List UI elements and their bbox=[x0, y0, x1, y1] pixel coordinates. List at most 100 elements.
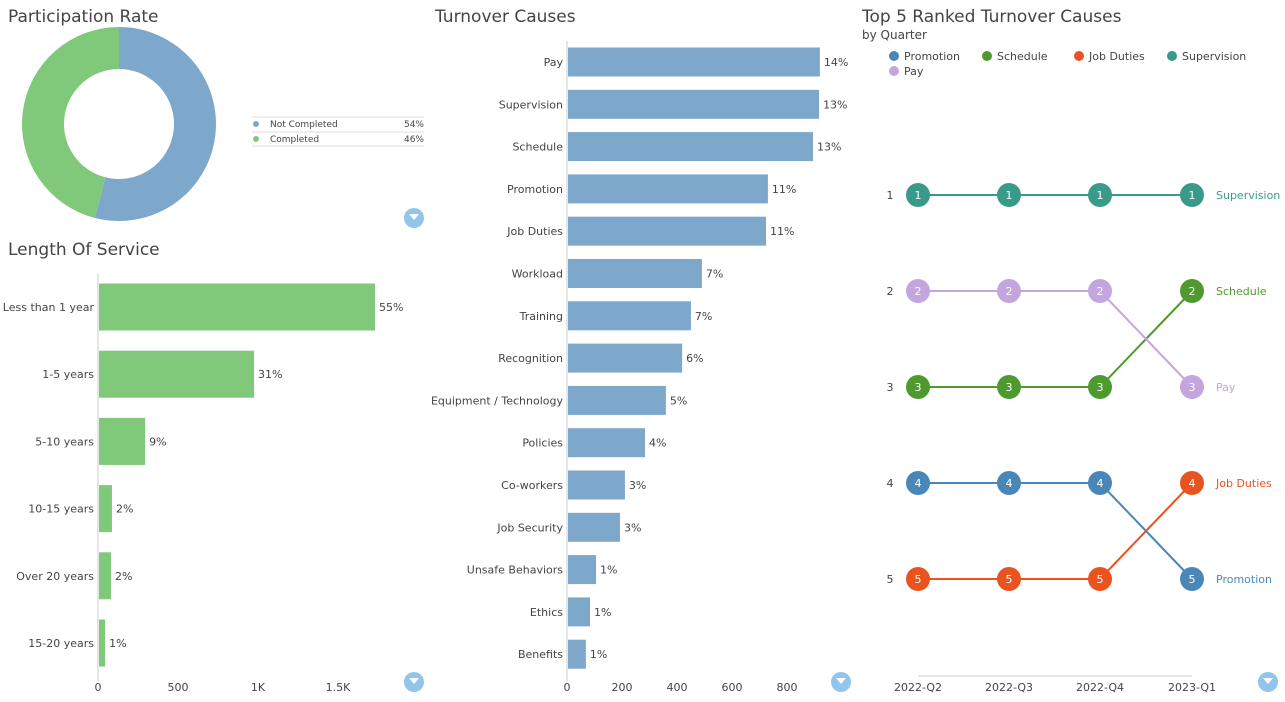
rank-point bbox=[1180, 375, 1204, 399]
point-label: 5 bbox=[1006, 573, 1013, 586]
point-label: 4 bbox=[1097, 477, 1104, 490]
category-label: Benefits bbox=[518, 648, 563, 661]
bar bbox=[99, 552, 111, 600]
data-label: 2% bbox=[116, 503, 133, 516]
category-label: Workload bbox=[512, 268, 563, 281]
data-label: 1% bbox=[594, 606, 611, 619]
data-label: 31% bbox=[258, 368, 282, 381]
end-label: Schedule bbox=[1216, 285, 1267, 298]
point-label: 3 bbox=[1006, 381, 1013, 394]
bar bbox=[568, 428, 645, 458]
rank-point bbox=[1088, 471, 1112, 495]
rank-point bbox=[1088, 183, 1112, 207]
turnover-causes-title: Turnover Causes bbox=[435, 7, 576, 27]
rank-point bbox=[1088, 279, 1112, 303]
legend-label: Promotion bbox=[904, 50, 960, 63]
bar bbox=[568, 470, 625, 500]
series-line bbox=[918, 482, 1193, 580]
category-label: Job Security bbox=[496, 521, 563, 534]
category-label: Policies bbox=[522, 437, 563, 450]
bar bbox=[99, 417, 146, 465]
category-label: 1-5 years bbox=[42, 368, 94, 381]
category-label: Recognition bbox=[498, 352, 563, 365]
rank-point bbox=[997, 471, 1021, 495]
data-label: 7% bbox=[706, 268, 723, 281]
legend-label: Completed bbox=[270, 135, 319, 145]
legend-label: Supervision bbox=[1182, 50, 1246, 63]
rank-label: 2 bbox=[887, 285, 894, 298]
category-label: 5-10 years bbox=[35, 435, 94, 448]
legend-label: Pay bbox=[904, 65, 924, 78]
bar bbox=[568, 132, 814, 162]
rank-label: 1 bbox=[887, 189, 894, 202]
data-label: 3% bbox=[629, 479, 646, 492]
point-label: 1 bbox=[1006, 189, 1013, 202]
bar bbox=[568, 385, 666, 415]
data-label: 4% bbox=[649, 437, 666, 450]
bar bbox=[568, 639, 586, 669]
category-label: Supervision bbox=[499, 98, 563, 111]
tick-label: 800 bbox=[777, 681, 798, 694]
category-label: 15-20 years bbox=[28, 637, 94, 650]
rank-point bbox=[906, 279, 930, 303]
donut-slice bbox=[94, 26, 217, 222]
tick-label: 1K bbox=[251, 681, 266, 694]
legend-label: Schedule bbox=[997, 50, 1048, 63]
legend-marker bbox=[889, 51, 899, 61]
category-label: Job Duties bbox=[506, 225, 563, 238]
bar bbox=[568, 343, 683, 373]
legend-marker bbox=[889, 66, 899, 76]
rank-point bbox=[997, 183, 1021, 207]
point-label: 5 bbox=[915, 573, 922, 586]
rank-point bbox=[997, 567, 1021, 591]
data-label: 1% bbox=[109, 637, 126, 650]
filter-icon[interactable] bbox=[831, 672, 851, 692]
point-label: 5 bbox=[1189, 573, 1196, 586]
bar bbox=[568, 216, 766, 246]
end-label: Job Duties bbox=[1215, 477, 1272, 490]
series-line bbox=[918, 290, 1193, 388]
rank-point bbox=[1180, 279, 1204, 303]
length-of-service-title: Length Of Service bbox=[8, 240, 160, 260]
point-label: 3 bbox=[915, 381, 922, 394]
point-label: 1 bbox=[1189, 189, 1196, 202]
ranked-title: Top 5 Ranked Turnover Causes bbox=[862, 7, 1122, 27]
category-label: Equipment / Technology bbox=[431, 394, 564, 407]
tick-label: 2023-Q1 bbox=[1168, 681, 1216, 694]
category-label: Promotion bbox=[507, 183, 563, 196]
tick-label: 500 bbox=[168, 681, 189, 694]
data-label: 1% bbox=[590, 648, 607, 661]
end-label: Pay bbox=[1216, 381, 1236, 394]
bar bbox=[99, 283, 375, 331]
filter-icon[interactable] bbox=[404, 672, 424, 692]
tick-label: 2022-Q3 bbox=[985, 681, 1033, 694]
rank-point bbox=[1180, 567, 1204, 591]
category-label: Co-workers bbox=[501, 479, 563, 492]
bar bbox=[568, 89, 820, 119]
category-label: Unsafe Behaviors bbox=[467, 564, 563, 577]
point-label: 2 bbox=[1006, 285, 1013, 298]
tick-label: 400 bbox=[667, 681, 688, 694]
filter-icon[interactable] bbox=[1258, 672, 1278, 692]
series-line bbox=[918, 482, 1193, 580]
category-label: Schedule bbox=[512, 141, 563, 154]
bar bbox=[568, 47, 820, 77]
legend-label: Job Duties bbox=[1088, 50, 1145, 63]
legend-value: 54% bbox=[404, 120, 424, 130]
data-label: 9% bbox=[149, 435, 166, 448]
point-label: 2 bbox=[1097, 285, 1104, 298]
data-label: 55% bbox=[379, 301, 403, 314]
point-label: 5 bbox=[1097, 573, 1104, 586]
point-label: 1 bbox=[915, 189, 922, 202]
data-label: 14% bbox=[824, 56, 848, 69]
data-label: 7% bbox=[695, 310, 712, 323]
legend-marker bbox=[253, 136, 259, 142]
legend-marker bbox=[253, 121, 259, 127]
category-label: Ethics bbox=[530, 606, 563, 619]
tick-label: 2022-Q4 bbox=[1076, 681, 1124, 694]
rank-point bbox=[906, 567, 930, 591]
bar bbox=[568, 597, 590, 627]
filter-icon[interactable] bbox=[404, 208, 424, 228]
tick-label: 1.5K bbox=[326, 681, 351, 694]
